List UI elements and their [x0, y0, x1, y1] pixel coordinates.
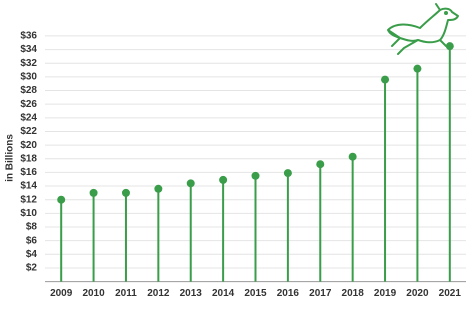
dot [348, 152, 357, 161]
dot [121, 188, 130, 197]
x-tick-label: 2011 [115, 288, 137, 299]
dog-icon [387, 3, 459, 55]
x-tick-label: 2019 [374, 288, 397, 299]
dot [89, 188, 98, 197]
x-tick-label: 2018 [342, 288, 365, 299]
y-tick-label: $12 [20, 194, 37, 205]
x-tick-label: 2010 [82, 288, 105, 299]
dot [316, 160, 325, 169]
y-axis-label: in Billions [5, 134, 16, 182]
x-tick-label: 2015 [244, 288, 267, 299]
y-tick-label: $16 [20, 167, 37, 178]
dot [57, 195, 66, 204]
dot [186, 179, 195, 188]
y-tick-label: $2 [26, 263, 38, 274]
x-tick-label: 2016 [277, 288, 300, 299]
y-tick-label: $8 [26, 222, 38, 233]
y-tick-label: $22 [20, 126, 37, 137]
x-tick-label: 2012 [147, 288, 170, 299]
x-tick-label: 2021 [439, 288, 462, 299]
dot [381, 75, 390, 84]
dot [154, 184, 163, 193]
dot [283, 169, 292, 178]
y-tick-label: $36 [20, 31, 37, 42]
x-tick-label: 2009 [50, 288, 73, 299]
y-tick-label: $30 [20, 72, 37, 83]
y-tick-label: $34 [20, 44, 37, 55]
y-tick-label: $10 [20, 208, 37, 219]
y-tick-label: $26 [20, 99, 37, 110]
y-tick-label: $28 [20, 85, 37, 96]
x-tick-label: 2013 [180, 288, 203, 299]
y-tick-label: $6 [26, 235, 38, 246]
dot [445, 42, 454, 51]
y-tick-label: $32 [20, 58, 37, 69]
dot [251, 171, 260, 180]
x-tick-label: 2020 [406, 288, 429, 299]
x-tick-label: 2014 [212, 288, 235, 299]
dot [219, 175, 228, 184]
y-tick-label: $4 [26, 249, 38, 260]
y-tick-label: $24 [20, 112, 37, 123]
x-tick-label: 2017 [309, 288, 332, 299]
y-tick-label: $20 [20, 140, 37, 151]
dot [413, 64, 422, 73]
y-tick-label: $14 [20, 181, 37, 192]
y-tick-label: $18 [20, 153, 37, 164]
